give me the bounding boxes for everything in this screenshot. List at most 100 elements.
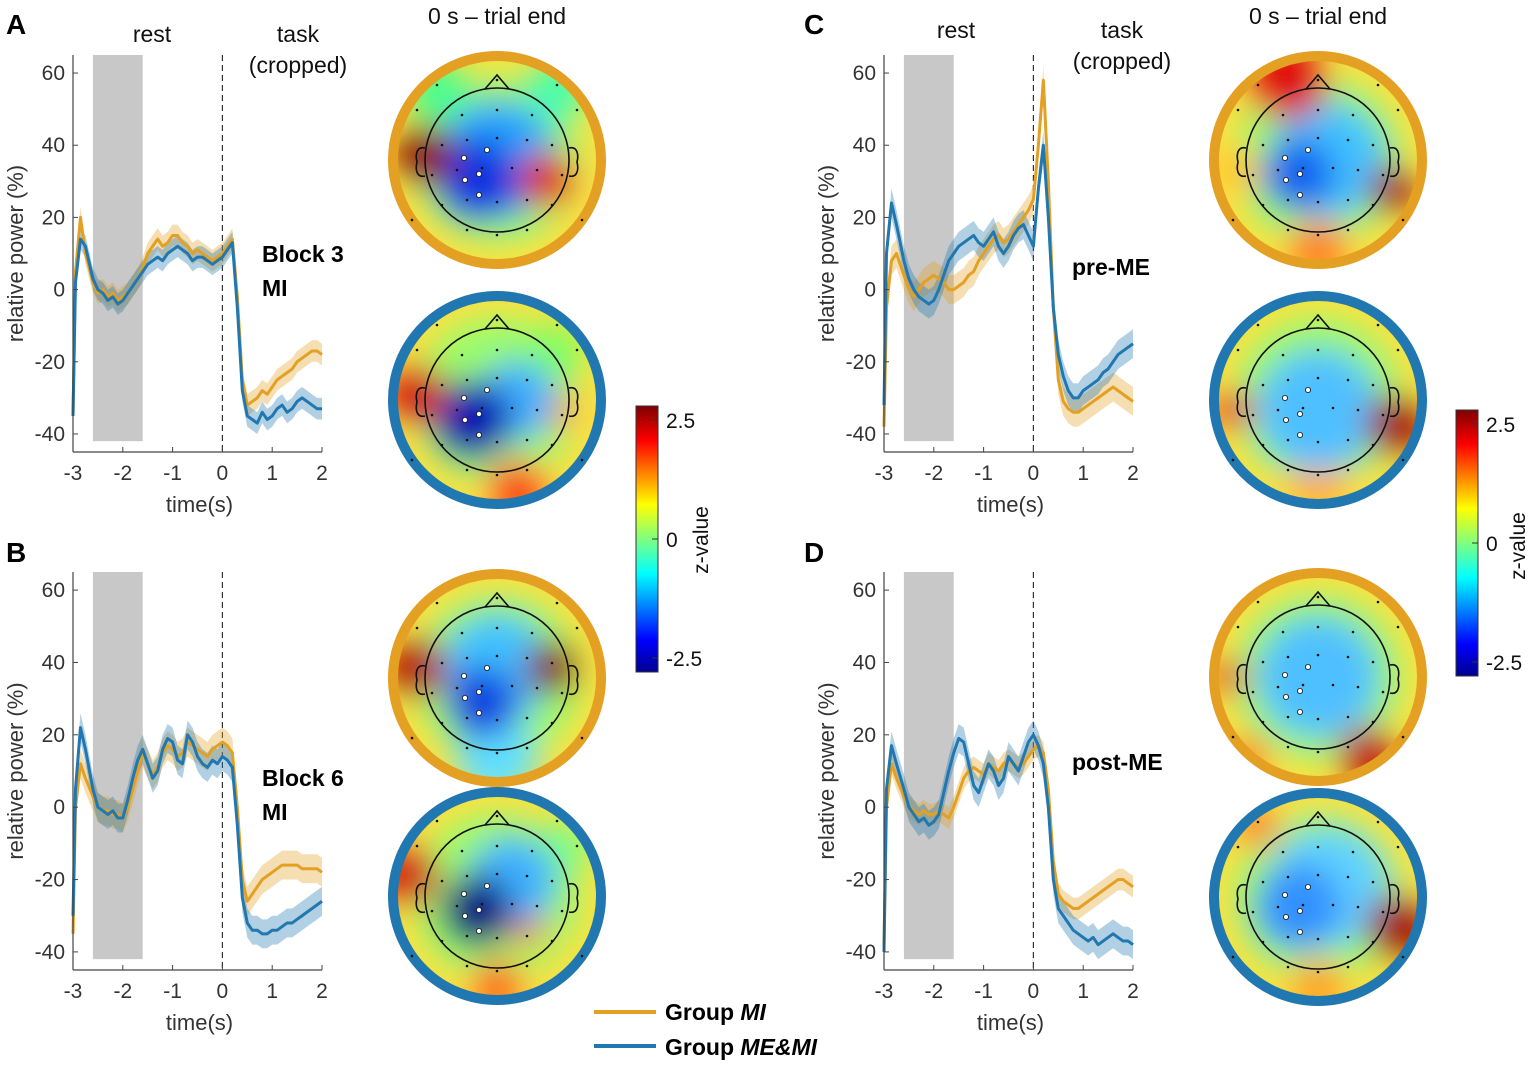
electrode xyxy=(1376,820,1380,824)
topomap xyxy=(1209,51,1427,269)
series-band-mi xyxy=(884,734,1133,956)
electrode xyxy=(1276,685,1280,689)
y-tick-label: 40 xyxy=(853,134,876,157)
electrode-significant xyxy=(462,416,469,423)
electrode xyxy=(525,746,529,750)
y-tick-label: -20 xyxy=(35,869,65,892)
topomap xyxy=(1209,788,1427,1006)
electrode xyxy=(1316,653,1320,657)
electrode xyxy=(1286,138,1290,142)
series-line-memi xyxy=(71,237,322,425)
x-tick-label: -3 xyxy=(64,462,83,485)
electrode xyxy=(495,233,499,237)
y-tick-label: -20 xyxy=(846,351,876,374)
electrode xyxy=(1301,166,1305,170)
electrode xyxy=(465,874,469,878)
colorbar-right-mid: 0 xyxy=(1486,533,1498,556)
electrode xyxy=(1256,323,1260,327)
electrode xyxy=(440,443,444,447)
x-axis-label: time(s) xyxy=(166,1010,233,1035)
topomap xyxy=(1209,568,1427,786)
electrode xyxy=(530,353,534,357)
electrode xyxy=(495,654,499,658)
ear-right xyxy=(568,882,579,914)
electrode xyxy=(1236,845,1240,849)
legend: Group MI Group ME&MI xyxy=(594,999,818,1060)
electrode-significant xyxy=(475,928,482,935)
panel-label-d: D xyxy=(804,537,824,568)
electrode xyxy=(1331,683,1335,687)
electrode xyxy=(510,684,514,688)
ear-left xyxy=(1236,386,1247,418)
condition-label-a-2: MI xyxy=(262,275,288,301)
electrode-significant xyxy=(461,395,468,401)
electrode xyxy=(465,746,469,750)
topomap-ring xyxy=(1209,788,1427,1006)
electrode xyxy=(1356,168,1360,172)
ear-right xyxy=(1389,883,1400,915)
electrode-significant xyxy=(1304,663,1311,670)
electrode xyxy=(1346,468,1350,472)
panel-label-a: A xyxy=(6,9,26,40)
series-line-mi xyxy=(882,78,1134,427)
electrode xyxy=(1231,458,1235,462)
topomap xyxy=(388,569,606,787)
electrode xyxy=(1286,468,1290,472)
electrode-significant xyxy=(1296,687,1303,694)
electrode xyxy=(440,383,444,387)
electrode xyxy=(525,198,529,202)
electrode xyxy=(435,323,439,327)
x-tick-label: -3 xyxy=(875,462,894,485)
condition-label-b-1: Block 6 xyxy=(262,765,344,791)
y-tick-label: 60 xyxy=(42,62,65,85)
electrode xyxy=(465,964,469,968)
x-tick-label: 2 xyxy=(316,462,328,485)
nose-outline xyxy=(1305,73,1331,90)
topomap-ring xyxy=(388,569,606,787)
electrode xyxy=(1231,955,1235,959)
electrode-significant xyxy=(461,155,468,161)
electrode xyxy=(1396,108,1400,112)
electrode xyxy=(1316,108,1320,112)
series-line-memi xyxy=(882,733,1134,952)
header-rest-left: rest xyxy=(133,21,172,47)
x-tick-label: 2 xyxy=(1127,980,1139,1003)
electrode xyxy=(1256,83,1260,87)
topomap-ring xyxy=(1209,51,1427,269)
x-tick-label: -2 xyxy=(924,980,943,1003)
electrode xyxy=(1356,905,1360,909)
electrode xyxy=(535,904,539,908)
y-tick-label: 0 xyxy=(53,279,65,302)
electrode xyxy=(460,113,464,117)
electrode xyxy=(550,143,554,147)
electrode xyxy=(525,378,529,382)
electrode xyxy=(1401,955,1405,959)
electrode xyxy=(1371,880,1375,884)
electrode xyxy=(1396,348,1400,352)
electrode xyxy=(440,661,444,665)
colorbar-right-label: z-value xyxy=(1507,512,1530,580)
electrode xyxy=(1356,408,1360,412)
chart-panel-c: -40 -20 0 20 40 60 -3 -2 -1 0 1 2 time(s) relative po… xyxy=(814,55,1139,517)
y-tick-label: 60 xyxy=(853,579,876,602)
electrode xyxy=(410,954,414,958)
electrode xyxy=(495,348,499,352)
x-tick-label: 0 xyxy=(1028,462,1040,485)
electrode xyxy=(1316,376,1320,380)
electrode xyxy=(465,228,469,232)
x-tick-label: -2 xyxy=(113,980,132,1003)
electrode xyxy=(550,203,554,207)
electrode xyxy=(1346,965,1350,969)
series-line-memi xyxy=(882,143,1134,406)
electrode-significant xyxy=(462,694,469,701)
colorbar-left: 2.5 0 -2.5 z-value xyxy=(635,405,713,673)
condition-label-b-2: MI xyxy=(262,799,288,825)
electrode xyxy=(1316,78,1320,82)
topomap xyxy=(388,291,606,509)
x-tick-label: -1 xyxy=(163,462,182,485)
ear-left xyxy=(415,664,426,696)
electrode-significant xyxy=(1296,192,1303,199)
electrode xyxy=(495,872,499,876)
electrode-significant xyxy=(1283,913,1290,920)
colorbar-left-label: z-value xyxy=(690,506,713,574)
